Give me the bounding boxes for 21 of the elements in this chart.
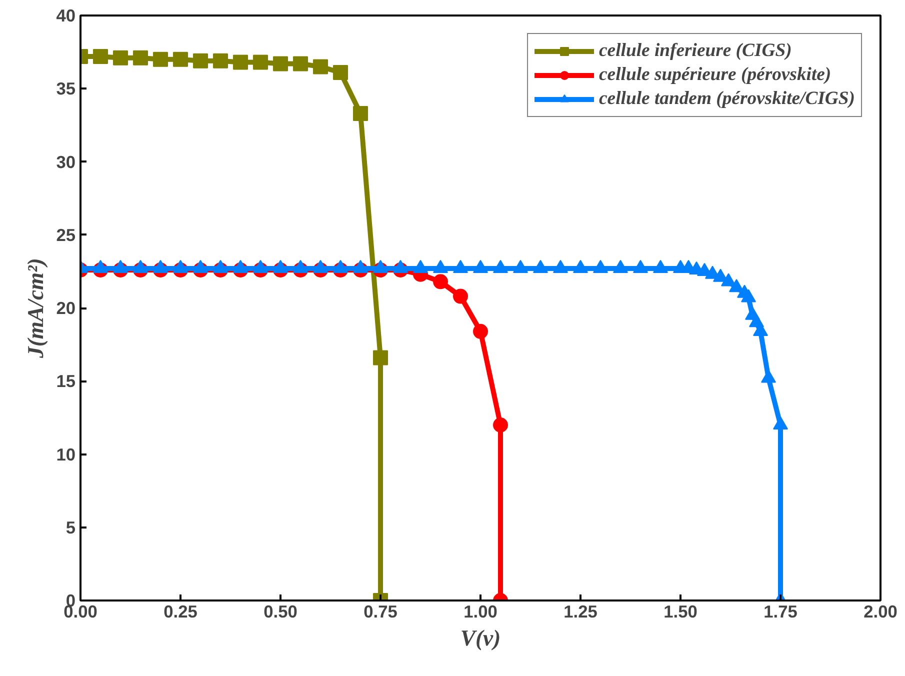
x-tick-label: 0.25 [164, 602, 198, 622]
y-tick-label: 20 [56, 298, 76, 318]
legend-label: cellule supérieure (pérovskite) [599, 64, 832, 86]
legend-label: cellule inferieure (CIGS) [599, 40, 792, 62]
x-tick-label: 1.50 [664, 602, 698, 622]
legend-label: cellule tandem (pérovskite/CIGS) [599, 88, 855, 110]
x-tick-label: 1.25 [564, 602, 598, 622]
x-tick-label: 2.00 [864, 602, 898, 622]
y-tick-label: 5 [66, 517, 76, 538]
y-tick-label: 35 [56, 78, 76, 99]
x-tick-label: 0.75 [364, 602, 398, 622]
y-tick-label: 40 [56, 6, 76, 26]
x-tick-label: 0.50 [264, 602, 298, 622]
y-axis-title: J(mA/cm²) [23, 258, 48, 359]
x-axis-title: V(v) [460, 626, 501, 650]
y-tick-label: 30 [56, 152, 76, 172]
y-tick-label: 10 [56, 444, 76, 464]
x-tick-label: 1.00 [464, 602, 498, 622]
x-tick-label: 1.75 [764, 602, 798, 622]
y-tick-label: 25 [56, 224, 76, 245]
y-tick-label: 15 [56, 371, 76, 392]
